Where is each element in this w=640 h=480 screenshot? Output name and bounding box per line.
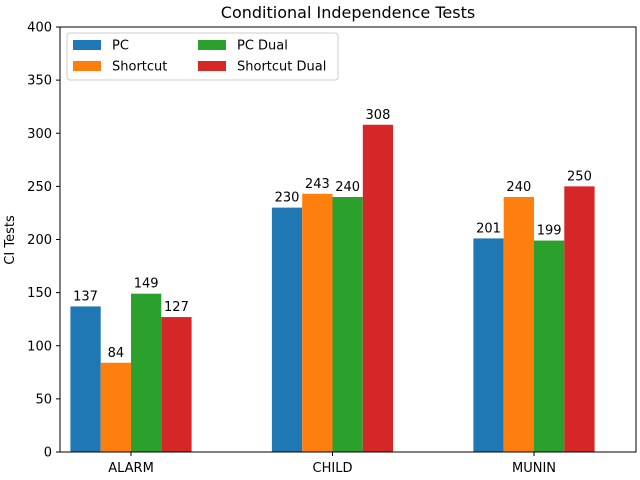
x-tick-label: CHILD [313,461,353,476]
bar-child-3 [332,197,363,452]
data-label: 127 [164,300,189,315]
legend-label: Shortcut Dual [237,60,326,75]
y-tick-label: 350 [27,74,52,89]
y-tick-label: 250 [27,180,52,195]
y-tick-label: 300 [27,127,52,142]
bar-child-4 [362,124,394,452]
x-tick-label: MUNIN [512,461,556,476]
legend: PC Shortcut PC Dual Shortcut Dual [66,32,339,81]
bar-munin-3 [534,240,565,452]
y-tick-label: 50 [35,392,52,407]
y-tick-label: 150 [27,286,52,301]
y-tick-label: 200 [27,233,52,248]
bar-child-1 [271,207,303,452]
legend-swatch [73,40,101,50]
legend-label: Shortcut [112,60,167,75]
data-label: 137 [73,289,98,304]
y-tick-label: 100 [27,339,52,354]
legend-label: PC [112,39,129,54]
data-label: 149 [134,277,159,292]
bar-munin-4 [564,186,595,452]
legend-swatch [198,40,226,50]
axes-frame [59,26,637,453]
legend-swatch [73,61,101,71]
y-tick-label: 400 [27,21,52,36]
plot-area: 137 84 149 127 ALARM 230 243 240 308 CHILD 201 240 1… [27,21,637,476]
y-axis-label: CI Tests [3,215,18,265]
data-label: 240 [506,180,531,195]
legend-swatch [198,61,226,71]
legend-label: PC Dual [237,39,288,54]
bar-alarm-4 [161,317,192,452]
y-tick-label: 0 [44,446,52,461]
data-label: 308 [366,108,391,123]
data-label: 84 [108,346,125,361]
x-tick-label: ALARM [108,461,154,476]
legend-box [66,32,339,81]
data-label: 240 [335,180,360,195]
bar-alarm-3 [131,293,162,452]
chart-title: Conditional Independence Tests [221,3,475,22]
data-label: 243 [305,177,330,192]
bar-alarm-1 [70,306,101,452]
bar-munin-2 [503,197,534,452]
data-label: 201 [476,221,501,236]
data-label: 250 [567,169,592,184]
bar-child-2 [302,193,333,452]
data-label: 230 [275,191,300,206]
bar-munin-1 [473,238,504,452]
bar-alarm-2 [100,362,131,452]
data-label: 199 [537,224,562,239]
